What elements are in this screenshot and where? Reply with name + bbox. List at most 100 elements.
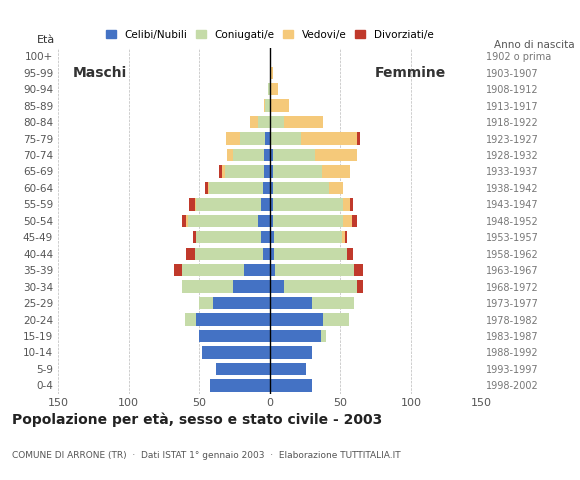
Bar [270, 264, 275, 276]
Bar [244, 264, 270, 276]
Bar [224, 165, 264, 178]
Bar [342, 231, 345, 243]
Text: Popolazione per età, sesso e stato civile - 2003: Popolazione per età, sesso e stato civil… [12, 413, 382, 427]
Bar [270, 248, 274, 260]
Bar [196, 313, 270, 326]
Bar [270, 297, 312, 309]
Bar [270, 280, 284, 293]
Text: COMUNE DI ARRONE (TR)  ·  Dati ISTAT 1° gennaio 2003  ·  Elaborazione TUTTITALIA: COMUNE DI ARRONE (TR) · Dati ISTAT 1° ge… [12, 451, 400, 460]
Bar [270, 116, 284, 128]
Bar [270, 132, 301, 144]
Bar [312, 297, 354, 309]
Bar [270, 165, 273, 178]
Bar [199, 330, 270, 342]
Text: Femmine: Femmine [375, 66, 447, 80]
Text: Anno di nascita: Anno di nascita [494, 40, 574, 50]
Bar [270, 198, 273, 211]
Bar [250, 116, 259, 128]
Bar [209, 182, 263, 194]
Bar [174, 264, 182, 276]
Bar [199, 297, 213, 309]
Bar [321, 330, 326, 342]
Bar [350, 198, 353, 211]
Bar [240, 132, 266, 144]
Bar [182, 280, 233, 293]
Bar [274, 248, 347, 260]
Bar [194, 231, 196, 243]
Bar [269, 83, 270, 96]
Bar [343, 215, 351, 227]
Bar [270, 330, 321, 342]
Bar [264, 165, 270, 178]
Bar [273, 149, 315, 161]
Bar [270, 231, 274, 243]
Bar [233, 280, 270, 293]
Bar [354, 264, 363, 276]
Bar [273, 165, 322, 178]
Bar [205, 182, 208, 194]
Bar [264, 149, 270, 161]
Bar [345, 231, 347, 243]
Bar [270, 149, 273, 161]
Text: Maschi: Maschi [73, 66, 128, 80]
Bar [196, 231, 261, 243]
Bar [208, 182, 209, 194]
Bar [273, 198, 343, 211]
Bar [213, 297, 270, 309]
Bar [357, 280, 363, 293]
Bar [270, 363, 306, 375]
Bar [351, 215, 357, 227]
Bar [315, 149, 357, 161]
Bar [263, 248, 270, 260]
Bar [270, 313, 323, 326]
Bar [270, 182, 273, 194]
Bar [202, 346, 270, 359]
Bar [227, 149, 233, 161]
Bar [264, 99, 266, 112]
Bar [322, 165, 350, 178]
Bar [270, 346, 312, 359]
Bar [211, 379, 270, 392]
Bar [329, 182, 343, 194]
Bar [261, 198, 270, 211]
Bar [219, 165, 222, 178]
Bar [266, 99, 270, 112]
Bar [182, 264, 244, 276]
Bar [216, 363, 270, 375]
Bar [284, 280, 357, 293]
Bar [274, 231, 342, 243]
Bar [186, 248, 195, 260]
Bar [195, 198, 196, 211]
Bar [186, 215, 188, 227]
Bar [182, 215, 186, 227]
Bar [195, 248, 263, 260]
Bar [266, 132, 270, 144]
Bar [270, 379, 312, 392]
Bar [226, 132, 240, 144]
Bar [188, 215, 259, 227]
Bar [259, 215, 270, 227]
Bar [276, 264, 354, 276]
Bar [270, 215, 273, 227]
Bar [261, 231, 270, 243]
Bar [270, 83, 278, 96]
Bar [189, 198, 195, 211]
Text: Età: Età [37, 35, 55, 45]
Legend: Celibi/Nubili, Coniugati/e, Vedovi/e, Divorziati/e: Celibi/Nubili, Coniugati/e, Vedovi/e, Di… [102, 25, 437, 44]
Bar [284, 116, 323, 128]
Bar [347, 248, 353, 260]
Bar [273, 182, 329, 194]
Bar [185, 313, 196, 326]
Bar [263, 182, 270, 194]
Bar [196, 198, 261, 211]
Bar [323, 313, 349, 326]
Bar [343, 198, 350, 211]
Bar [301, 132, 357, 144]
Bar [357, 132, 360, 144]
Bar [222, 165, 224, 178]
Bar [259, 116, 270, 128]
Bar [270, 67, 273, 79]
Bar [273, 215, 343, 227]
Bar [270, 99, 289, 112]
Bar [233, 149, 264, 161]
